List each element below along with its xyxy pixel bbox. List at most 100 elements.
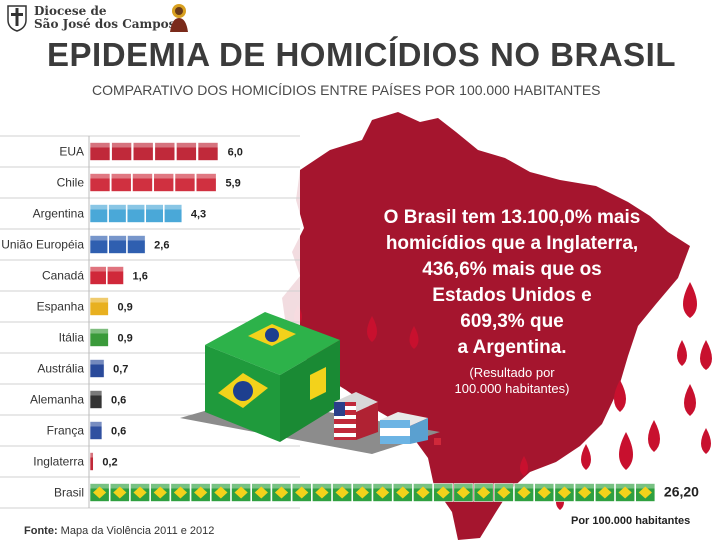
brazil-flag-diamond <box>497 486 511 499</box>
usa-stripe <box>334 424 356 428</box>
category-label: Inglaterra <box>33 455 84 469</box>
bar-cube <box>89 173 111 192</box>
blood-drop-icon <box>648 420 660 452</box>
callout-line: a Argentina. <box>457 337 567 358</box>
bar-cube-highlight <box>575 483 595 489</box>
bar-cube-highlight <box>196 173 217 179</box>
brazil-flag-diamond <box>396 486 410 499</box>
bar-canadá <box>89 266 124 285</box>
bar-cube-highlight <box>332 483 352 489</box>
bar-cube-highlight <box>90 328 109 334</box>
brazil-flag-diamond <box>335 486 349 499</box>
bar-cube-highlight <box>164 204 182 210</box>
bar-cube-highlight <box>176 142 197 148</box>
chart-bars <box>89 142 656 502</box>
brazil-flag-diamond <box>578 486 592 499</box>
value-label: 2,6 <box>154 240 169 252</box>
bar-cube-highlight <box>90 173 110 179</box>
value-label: 6,0 <box>228 147 243 159</box>
usa-canton <box>334 402 345 416</box>
category-label: Canadá <box>42 269 84 283</box>
bar-cube-highlight <box>474 483 494 489</box>
bar-cube-highlight <box>127 204 145 210</box>
bar-cube <box>195 173 217 192</box>
diocese-name: Diocese de São José dos Campos <box>34 5 175 31</box>
bar-cube-highlight <box>90 421 102 427</box>
bar-cube-highlight <box>453 483 474 489</box>
brazil-flag-globe <box>233 381 253 401</box>
bar-frança <box>89 421 103 440</box>
bar-cube-highlight <box>198 142 218 148</box>
bar-cube-highlight <box>292 483 312 489</box>
bar-cube-highlight <box>191 483 211 489</box>
bar-cube <box>108 204 127 223</box>
source-note: Fonte: Mapa da Violência 2011 e 2012 <box>24 525 214 537</box>
unit-note: Por 100.000 habitantes <box>571 515 691 527</box>
bar-cube-highlight <box>251 483 271 489</box>
bar-chile <box>89 173 217 192</box>
bar-cube <box>154 142 176 161</box>
callout-line: homicídios que a Inglaterra, <box>385 233 639 254</box>
brazil-flag-diamond <box>214 486 228 499</box>
category-label: Espanha <box>37 300 85 314</box>
bar-cube-highlight <box>494 483 514 489</box>
value-label: 0,6 <box>111 426 126 438</box>
argentina-stripe <box>380 428 410 436</box>
diocese-name-line1: Diocese de <box>34 4 107 18</box>
diocese-crest-icon <box>7 5 27 32</box>
bar-cube <box>127 235 146 254</box>
bar-cube-highlight <box>554 483 575 489</box>
bar-cube <box>106 266 124 285</box>
value-label: 0,7 <box>113 364 128 376</box>
bar-cube-highlight <box>514 483 534 489</box>
value-label: 4,3 <box>191 209 206 221</box>
statistics-callout: O Brasil tem 13.100,0% mais homicídios q… <box>352 205 672 397</box>
blood-drop-icon <box>701 428 711 454</box>
bar-cube-highlight <box>635 483 655 489</box>
blood-drop-icon <box>367 316 377 342</box>
england-cube <box>434 438 441 445</box>
value-label: 0,6 <box>111 395 126 407</box>
brazil-flag-diamond <box>113 486 127 499</box>
source-text: Mapa da Violência 2011 e 2012 <box>60 525 215 537</box>
bar-cube-highlight <box>312 483 332 489</box>
bar-cube <box>126 204 146 223</box>
brazil-flag-diamond <box>274 486 289 499</box>
brazil-flag-diamond <box>310 367 326 400</box>
blood-drops <box>294 282 712 510</box>
bar-cube-highlight <box>133 142 154 148</box>
bar-cube-highlight <box>433 483 453 489</box>
usa-cube-side <box>356 402 378 440</box>
brazil-flag-diamond <box>375 486 390 499</box>
blood-drop-icon <box>619 432 633 470</box>
brazil-flag-diamond <box>477 486 491 499</box>
bar-cube-highlight <box>372 483 393 489</box>
callout-line: O Brasil tem 13.100,0% mais <box>383 207 641 228</box>
value-label: 0,2 <box>102 457 117 469</box>
brazil-flag-diamond <box>436 486 450 499</box>
brazil-flag-diamond <box>295 486 309 499</box>
bar-cube-highlight <box>127 235 146 241</box>
brazil-flag-diamond <box>93 486 107 499</box>
callout-note-line: (Resultado por <box>469 365 555 380</box>
bar-cube <box>89 235 109 254</box>
value-label: 0,9 <box>117 302 132 314</box>
category-label: Austrália <box>37 362 84 376</box>
diocese-logo: Diocese de São José dos Campos <box>6 4 175 32</box>
bar-cube <box>153 173 175 192</box>
bar-cube <box>145 204 164 223</box>
bar-cube <box>132 173 153 192</box>
category-label: EUA <box>59 145 84 159</box>
bar-cube-highlight <box>153 173 174 179</box>
callout-note: (Resultado por 100.000 habitantes) <box>352 365 672 397</box>
bar-cube-highlight <box>615 483 635 489</box>
bar-cube <box>89 421 103 440</box>
bar-inglaterra <box>89 452 94 471</box>
bar-cube-highlight <box>271 483 292 489</box>
page-title: EPIDEMIA DE HOMICÍDIOS NO BRASIL <box>47 36 676 73</box>
bar-união-européia <box>89 235 146 254</box>
bar-cube-highlight <box>130 483 150 489</box>
bar-cube <box>89 142 111 161</box>
brazil-flag-diamond <box>638 486 652 499</box>
